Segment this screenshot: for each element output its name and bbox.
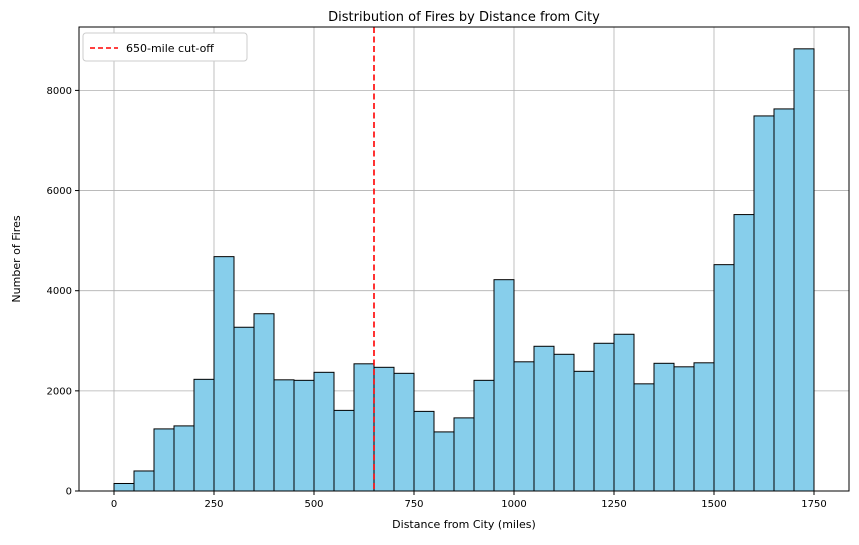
histogram-bar-1550 <box>733 214 755 492</box>
histogram-bar-700 <box>393 372 415 492</box>
x-tick-label-500: 500 <box>304 499 323 510</box>
histogram-bar-750 <box>413 410 435 492</box>
histogram-bar-450 <box>293 379 315 492</box>
histogram-bar-50 <box>133 470 155 492</box>
histogram-bar-1150 <box>573 370 595 492</box>
histogram-bar-600 <box>353 363 375 492</box>
histogram-bar-550 <box>333 409 355 492</box>
histogram-bar-100 <box>153 428 175 492</box>
histogram-bar-1450 <box>693 362 715 492</box>
y-tick-label-4000: 4000 <box>47 286 72 297</box>
histogram-bar-1700 <box>793 48 815 492</box>
x-axis-label: Distance from City (miles) <box>392 518 536 531</box>
histogram-bar-1600 <box>753 115 775 492</box>
y-axis-ticks: 0 2000 4000 6000 8000 <box>47 86 79 498</box>
histogram-bar-0 <box>113 482 135 492</box>
histogram-bar-1250 <box>613 333 635 492</box>
histogram-bar-1350 <box>653 362 675 492</box>
histogram-bar-1050 <box>533 345 555 492</box>
histogram-bar-800 <box>433 431 455 492</box>
histogram-bar-1400 <box>673 366 695 492</box>
histogram-bar-150 <box>173 425 195 492</box>
bars-layer <box>113 48 815 492</box>
chart-title: Distribution of Fires by Distance from C… <box>328 10 600 25</box>
y-tick-label-2000: 2000 <box>47 386 72 397</box>
y-tick-label-0: 0 <box>66 487 72 498</box>
histogram-bar-400 <box>273 379 295 492</box>
histogram-bar-1500 <box>713 264 735 492</box>
histogram-bar-1200 <box>593 342 615 492</box>
y-axis-label: Number of Fires <box>10 215 23 302</box>
x-tick-label-1250: 1250 <box>601 499 626 510</box>
x-tick-label-250: 250 <box>204 499 223 510</box>
y-tick-label-8000: 8000 <box>47 86 72 97</box>
histogram-bar-900 <box>473 379 495 492</box>
histogram-bar-850 <box>453 417 475 492</box>
histogram-bar-950 <box>493 279 515 492</box>
x-tick-label-0: 0 <box>111 499 117 510</box>
legend: 650-mile cut-off <box>82 32 248 62</box>
x-tick-label-1500: 1500 <box>701 499 726 510</box>
histogram-bar-200 <box>193 378 215 492</box>
x-tick-label-1750: 1750 <box>801 499 826 510</box>
plot-frame <box>78 26 850 492</box>
histogram-bar-500 <box>313 371 335 492</box>
histogram-bar-1650 <box>773 108 795 492</box>
histogram-bar-1000 <box>513 361 535 492</box>
legend-box <box>82 32 248 62</box>
histogram-bar-1100 <box>553 353 575 492</box>
x-tick-label-1000: 1000 <box>501 499 526 510</box>
histogram-bar-350 <box>253 313 275 492</box>
x-tick-label-750: 750 <box>404 499 423 510</box>
x-axis-ticks: 0 250 500 750 1000 1250 1500 1750 <box>111 491 827 510</box>
legend-label-cutoff: 650-mile cut-off <box>126 42 214 55</box>
histogram-bar-250 <box>213 256 235 492</box>
histogram-bar-300 <box>233 326 255 492</box>
histogram-bar-1300 <box>633 383 655 492</box>
histogram-bar-650 <box>373 366 395 492</box>
y-tick-label-6000: 6000 <box>47 186 72 197</box>
